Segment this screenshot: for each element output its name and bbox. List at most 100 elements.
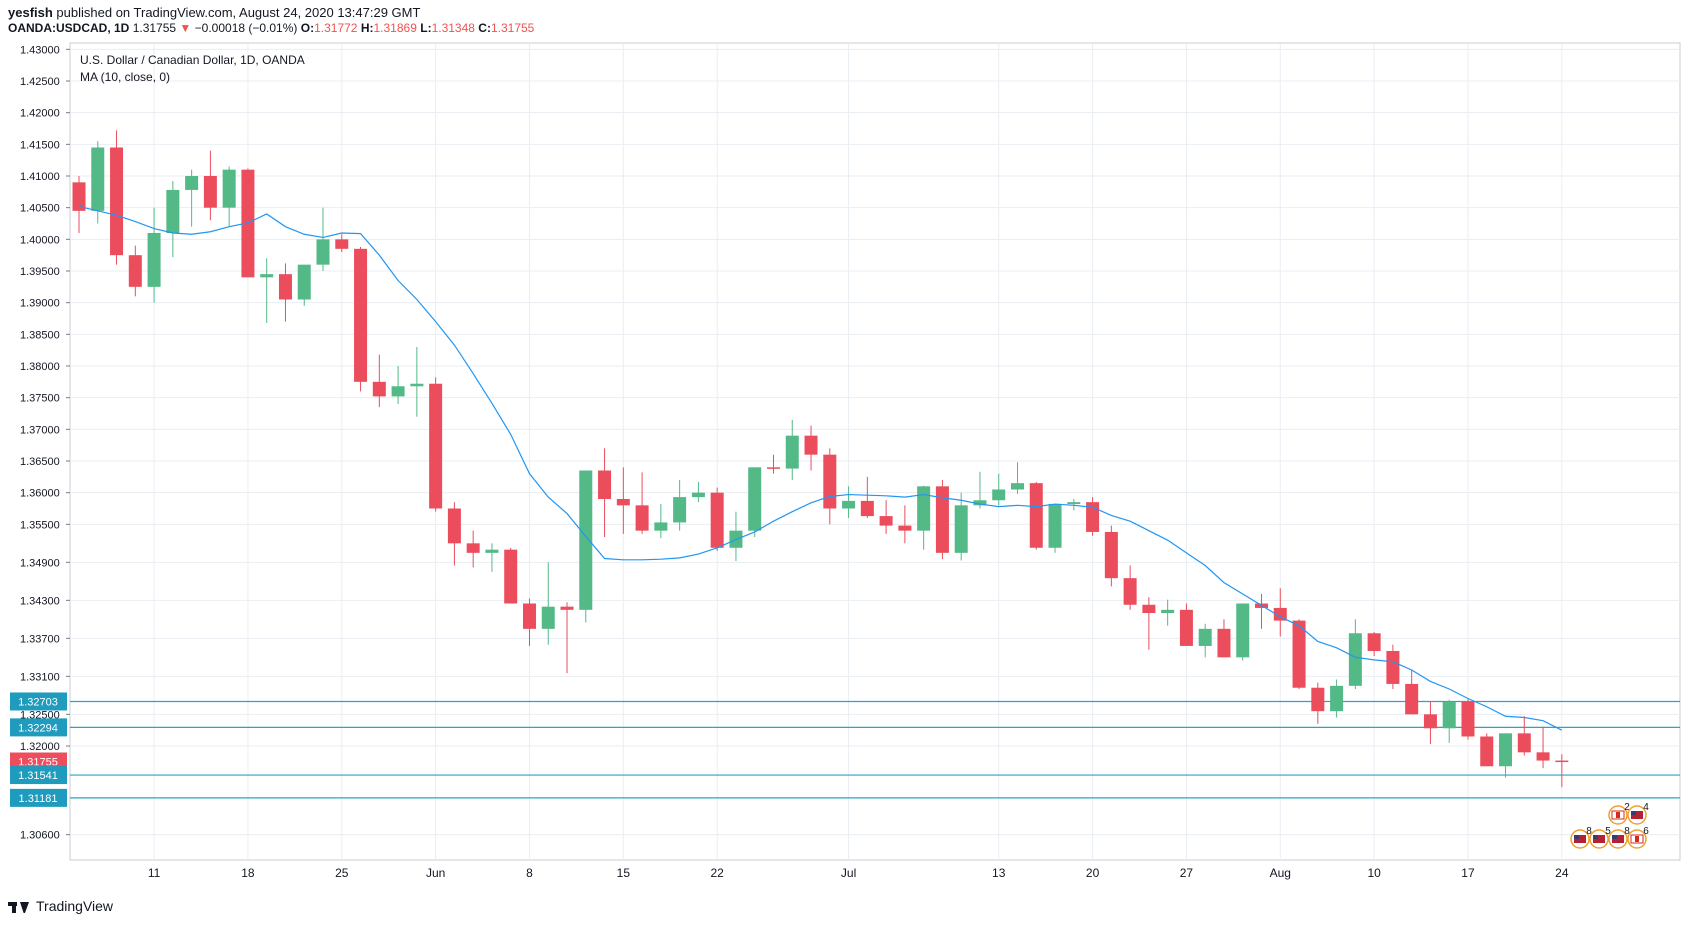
candle-up (917, 486, 931, 531)
tradingview-footer[interactable]: TradingView (8, 898, 113, 914)
event-badge-count: 8 (1586, 826, 1592, 837)
low-label: L: (420, 21, 432, 35)
ca-maple-leaf (1616, 812, 1620, 818)
price-change: −0.00018 (−0.01%) (194, 21, 298, 35)
event-badge-count: 6 (1643, 826, 1649, 837)
x-tick-label: 18 (241, 866, 255, 880)
x-tick-label: Jun (426, 866, 445, 880)
y-tick-label: 1.35500 (20, 519, 60, 531)
event-badge-count: 4 (1643, 802, 1649, 813)
us-flag-canton (1593, 835, 1598, 839)
y-tick-label: 1.42000 (20, 108, 60, 120)
candle-down (766, 467, 780, 469)
candle-down (1086, 502, 1100, 532)
plot-frame (69, 42, 1681, 861)
candle-down (1292, 620, 1306, 688)
y-tick-label: 1.32500 (20, 709, 60, 721)
y-tick-label: 1.43000 (20, 44, 60, 56)
candle-down (1217, 628, 1231, 658)
y-tick-label: 1.37500 (20, 393, 60, 405)
y-tick-label: 1.34900 (20, 557, 60, 569)
open-label: O: (300, 21, 315, 35)
candle-up (1161, 609, 1175, 613)
candle-down (823, 454, 837, 509)
us-flag-icon (1574, 835, 1586, 843)
chart-title: U.S. Dollar / Canadian Dollar, 1D, OANDA (80, 53, 305, 67)
y-tick-label: 1.40000 (20, 234, 60, 246)
event-badge-count: 8 (1624, 826, 1630, 837)
x-tick-label: 10 (1367, 866, 1381, 880)
y-tick-label: 1.38500 (20, 329, 60, 341)
candle-up (785, 435, 799, 469)
us-flag-canton (1574, 835, 1579, 839)
x-tick-label: 11 (148, 866, 161, 880)
candle-up (1236, 603, 1250, 658)
candle-down (1555, 760, 1569, 763)
level-label-box (10, 766, 67, 785)
candle-down (241, 169, 255, 278)
footer-brand: TradingView (36, 898, 114, 914)
candle-up (1011, 483, 1024, 490)
candle-up (541, 606, 555, 629)
x-tick-label: Jul (841, 866, 856, 880)
candle-up (316, 239, 330, 265)
x-tick-label: 22 (711, 866, 725, 880)
y-tick-label: 1.34300 (20, 595, 60, 607)
candle-up (147, 233, 161, 287)
x-tick-label: 27 (1180, 866, 1194, 880)
candle-down (860, 500, 874, 517)
candle-up (654, 522, 668, 531)
candle-up (579, 470, 593, 610)
y-tick-label: 1.37000 (20, 424, 60, 436)
x-tick-label: 24 (1555, 866, 1569, 880)
y-tick-label: 1.40500 (20, 203, 60, 215)
publisher-user[interactable]: yesfish (8, 5, 53, 20)
us-flag-icon (1593, 835, 1605, 843)
candle-down (560, 606, 574, 610)
y-tick-label: 1.33100 (20, 671, 60, 683)
candle-up (748, 467, 762, 531)
y-tick-label: 1.41000 (20, 171, 60, 183)
candle-down (128, 255, 142, 287)
candle-down (1179, 609, 1193, 646)
candle-up (222, 169, 236, 208)
us-flag-icon (1631, 811, 1643, 819)
candle-down (278, 274, 292, 300)
candle-down (616, 499, 630, 506)
level-label-text: 1.31181 (19, 793, 58, 805)
candle-down (1142, 604, 1156, 613)
candle-down (1480, 736, 1494, 767)
candle-down (1423, 714, 1437, 729)
candle-down (1104, 531, 1118, 579)
candle-down (522, 603, 536, 629)
x-tick-label: 17 (1461, 866, 1475, 880)
candle-down (1123, 578, 1137, 605)
y-tick-label: 1.38000 (20, 361, 60, 373)
symbol-name[interactable]: OANDA:USDCAD, 1D (8, 21, 130, 35)
moving-average-line (78, 205, 1563, 731)
us-flag-canton (1612, 835, 1617, 839)
candle-up (166, 189, 180, 233)
high-value: 1.31869 (373, 21, 417, 35)
publisher-text: published on TradingView.com, August 24,… (52, 5, 421, 20)
candle-up (391, 386, 405, 397)
candle-up (297, 264, 311, 300)
open-value: 1.31772 (314, 21, 358, 35)
low-value: 1.31348 (431, 21, 475, 35)
candle-down (335, 239, 349, 249)
candle-down (203, 176, 217, 208)
y-tick-label: 1.42500 (20, 76, 60, 88)
candle-down (879, 516, 893, 526)
candle-down (710, 492, 724, 548)
y-tick-label: 1.39500 (20, 266, 60, 278)
level-label-text: 1.31541 (18, 770, 58, 782)
candle-up (1499, 733, 1513, 767)
level-label-box (10, 692, 67, 711)
symbol-header: OANDA:USDCAD, 1D 1.31755 ▼ −0.00018 (−0.… (8, 21, 534, 35)
candle-up (992, 489, 1006, 501)
candle-up (842, 500, 856, 509)
candle-down (1273, 607, 1287, 621)
y-tick-label: 1.39000 (20, 298, 60, 310)
high-label: H: (360, 21, 374, 35)
